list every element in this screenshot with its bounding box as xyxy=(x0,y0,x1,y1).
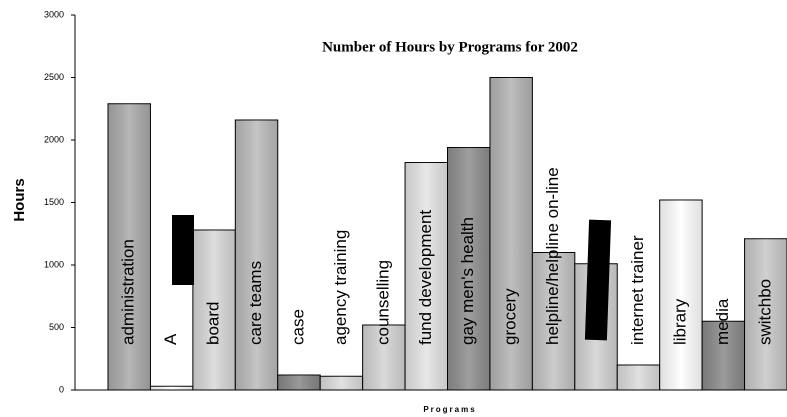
x-tick-label: fund development xyxy=(416,210,435,345)
bar xyxy=(616,364,661,391)
y-tick-label: 0 xyxy=(59,384,64,394)
bar xyxy=(659,199,703,391)
artifact xyxy=(172,215,194,285)
x-tick-label: library xyxy=(670,298,689,345)
y-tick-label: 2500 xyxy=(44,72,64,82)
bar xyxy=(149,385,194,391)
y-axis-label: Hours xyxy=(11,178,28,221)
x-tick-label: case xyxy=(288,309,307,345)
y-tick-label: 500 xyxy=(49,322,64,332)
x-tick-label: counselling xyxy=(373,260,392,345)
artifact xyxy=(584,219,612,341)
y-tick-label: 1500 xyxy=(44,197,64,207)
bar xyxy=(277,374,321,391)
bar xyxy=(319,375,364,391)
x-axis-label: Programs xyxy=(423,405,476,414)
x-tick-label: grocery xyxy=(501,288,520,345)
x-tick-label: A xyxy=(161,333,180,345)
y-tick-label: 2000 xyxy=(44,134,64,144)
x-tick-label: switchbo xyxy=(755,279,774,345)
x-tick-label: care teams xyxy=(246,261,265,345)
x-tick-label: media xyxy=(713,298,732,345)
x-tick-label: administration xyxy=(119,239,138,345)
x-tick-label: agency training xyxy=(331,230,350,345)
x-tick-label: board xyxy=(204,302,223,345)
x-tick-label: gay men's health xyxy=(458,217,477,345)
x-tick-label: helpline/helpline on-line xyxy=(543,167,562,345)
x-tick-label: internet trainer xyxy=(628,235,647,345)
y-tick-label: 3000 xyxy=(44,9,64,19)
chart-title: Number of Hours by Programs for 2002 xyxy=(322,39,578,55)
y-tick-label: 1000 xyxy=(44,259,64,269)
bar xyxy=(234,119,279,391)
